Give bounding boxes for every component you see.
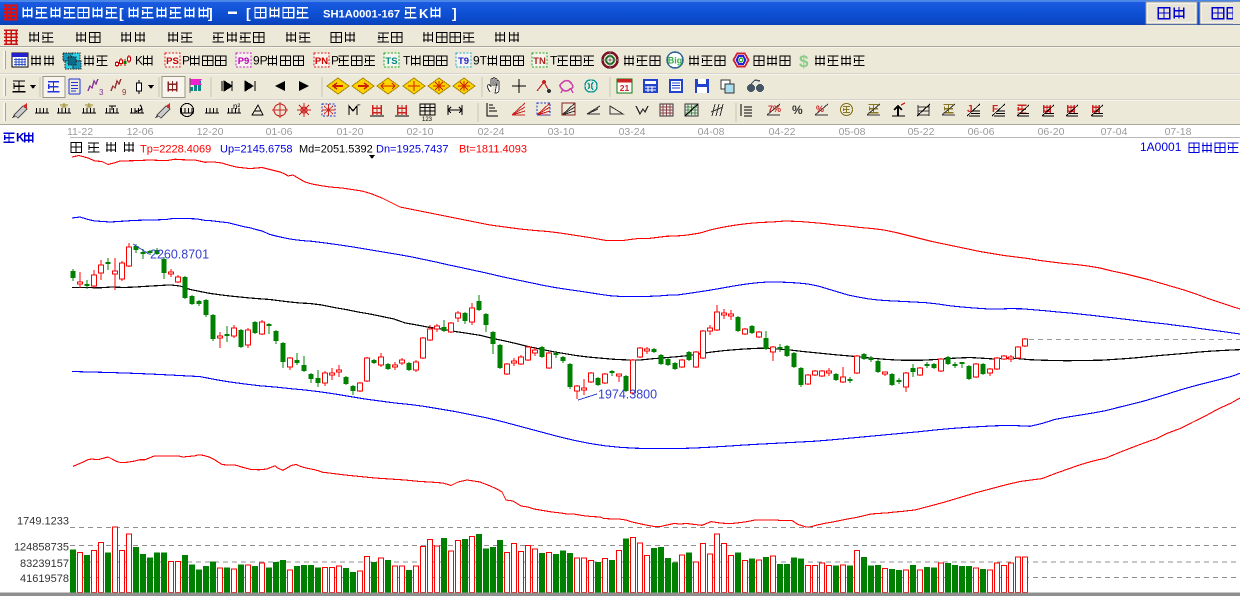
- svg-text:T: T: [403, 53, 411, 67]
- svg-text:7%: 7%: [768, 104, 781, 114]
- svg-text:02-24: 02-24: [478, 126, 505, 138]
- svg-text:n²: n²: [233, 102, 240, 111]
- svg-text:Up=2145.6758: Up=2145.6758: [220, 144, 292, 156]
- svg-text:T9: T9: [458, 56, 469, 67]
- svg-text:123: 123: [422, 117, 433, 123]
- svg-text:1974.3800: 1974.3800: [598, 388, 657, 402]
- svg-text:05-22: 05-22: [908, 126, 935, 138]
- svg-text:]: ]: [452, 5, 457, 21]
- svg-text:%: %: [816, 104, 824, 114]
- svg-text:T: T: [550, 53, 558, 67]
- svg-text:11-22: 11-22: [67, 126, 93, 138]
- svg-text:06-20: 06-20: [1038, 126, 1065, 138]
- svg-text:3: 3: [99, 88, 104, 97]
- svg-text:[: [: [119, 5, 124, 21]
- svg-text:Md=2051.5392: Md=2051.5392: [299, 144, 373, 156]
- svg-text:SH1A0001-167: SH1A0001-167: [323, 9, 400, 21]
- svg-text:K: K: [16, 130, 25, 144]
- svg-text:07-18: 07-18: [1165, 126, 1192, 138]
- svg-text:03-24: 03-24: [619, 126, 646, 138]
- svg-text:03-10: 03-10: [548, 126, 575, 138]
- svg-text:Tp=2228.4069: Tp=2228.4069: [140, 144, 211, 156]
- svg-text:2260.8701: 2260.8701: [150, 248, 209, 262]
- svg-text:P9: P9: [238, 56, 250, 67]
- svg-text:K: K: [135, 53, 143, 67]
- svg-text:06-06: 06-06: [968, 126, 995, 138]
- svg-text:05-08: 05-08: [839, 126, 866, 138]
- svg-text:P: P: [182, 53, 190, 67]
- svg-text:9: 9: [122, 88, 127, 97]
- svg-text:Bt=1811.4093: Bt=1811.4093: [459, 144, 527, 156]
- svg-text:04-22: 04-22: [769, 126, 796, 138]
- svg-text:41619578: 41619578: [20, 573, 69, 585]
- svg-text:]: ]: [208, 5, 213, 21]
- svg-text:21: 21: [620, 83, 630, 93]
- svg-text:02-10: 02-10: [407, 126, 434, 138]
- svg-text:F: F: [992, 104, 998, 115]
- svg-text:9P: 9P: [253, 53, 268, 67]
- svg-text:124858735: 124858735: [14, 542, 69, 554]
- svg-text:01-06: 01-06: [266, 126, 293, 138]
- svg-text:P: P: [331, 53, 339, 67]
- svg-text:": ": [358, 104, 361, 111]
- svg-text:K: K: [419, 6, 429, 21]
- svg-text:07-04: 07-04: [1101, 126, 1128, 138]
- svg-text:TN: TN: [533, 56, 546, 67]
- svg-text:PN: PN: [315, 56, 328, 67]
- svg-text:$: $: [799, 52, 809, 71]
- svg-text:%: %: [792, 103, 803, 117]
- svg-text:9T: 9T: [473, 53, 488, 67]
- svg-text:Dn=1925.7437: Dn=1925.7437: [376, 144, 448, 156]
- svg-text:12-20: 12-20: [197, 126, 224, 138]
- svg-text:12-06: 12-06: [127, 126, 154, 138]
- svg-text:PS: PS: [166, 56, 179, 67]
- svg-text:1749.1233: 1749.1233: [17, 516, 69, 528]
- svg-text:TS: TS: [385, 56, 397, 67]
- svg-text:[: [: [246, 5, 251, 21]
- svg-text:04-08: 04-08: [698, 126, 725, 138]
- svg-text:83239157: 83239157: [20, 558, 69, 570]
- svg-text:1A0001: 1A0001: [1140, 140, 1182, 154]
- svg-text:J: J: [967, 104, 973, 115]
- svg-text:01-20: 01-20: [337, 126, 364, 138]
- svg-text:Big: Big: [668, 56, 683, 66]
